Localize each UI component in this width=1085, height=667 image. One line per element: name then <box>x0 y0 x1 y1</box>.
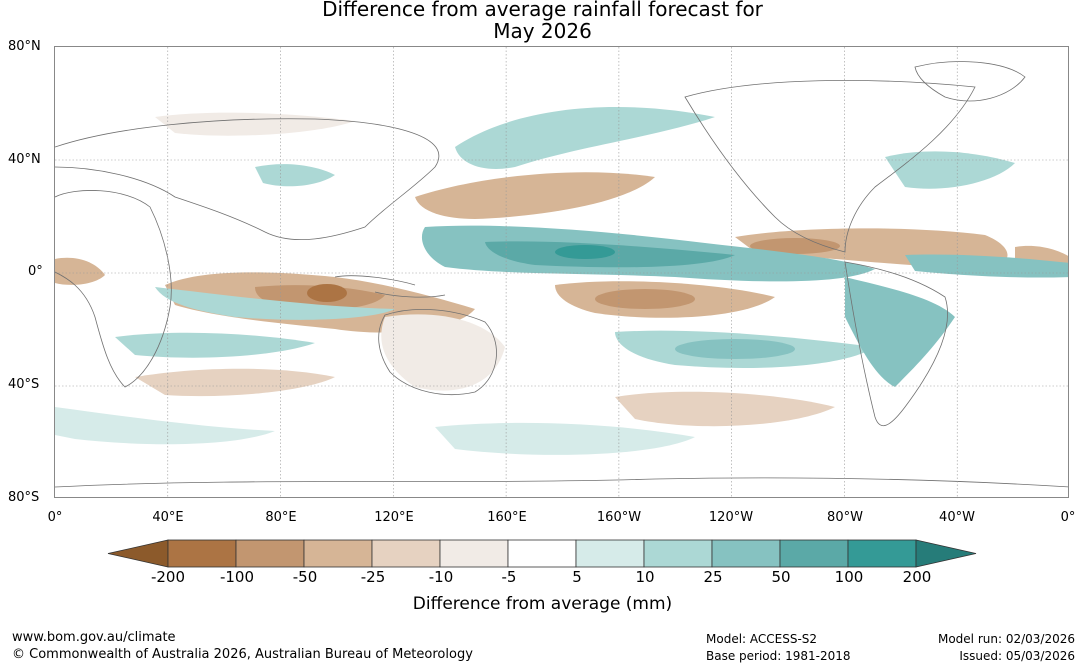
wetter-region-southern-ocean-1 <box>55 407 275 445</box>
footer-model: Model: ACCESS-S2 <box>706 632 818 646</box>
rainfall-anomaly-map <box>54 46 1069 498</box>
coastline-north-america <box>684 80 976 253</box>
coastline-eurasia <box>55 118 440 241</box>
colorbar-tick-label: -200 <box>150 568 186 586</box>
coastline-australia <box>378 309 497 395</box>
footer-base-period: Base period: 1981-2018 <box>706 649 851 663</box>
lat-label-equator: 0° <box>28 264 43 279</box>
colorbar-cell <box>711 539 781 568</box>
graticule <box>55 47 1068 497</box>
drier-core-south-pacific <box>595 289 695 309</box>
colorbar-cell <box>847 539 917 568</box>
colorbar-cell <box>439 539 509 568</box>
wetter-region-indian-ocean-south <box>155 287 395 320</box>
wetter-core-west-pacific <box>555 245 615 259</box>
coastline-greenland <box>914 61 1026 102</box>
colorbar-cell <box>235 539 305 568</box>
colorbar-title: Difference from average (mm) <box>412 594 673 614</box>
lon-label-120e: 120°E <box>374 510 414 525</box>
drier-region-west-africa <box>55 257 105 285</box>
footer-issued: Issued: 05/03/2026 <box>959 649 1075 663</box>
wetter-core-spcz <box>675 339 795 359</box>
lon-label-40e: 40°E <box>152 510 184 525</box>
colorbar-cell <box>507 539 577 568</box>
lat-label-40n: 40°N <box>8 152 41 167</box>
colorbar-tick-label: -25 <box>360 568 386 586</box>
wetter-region-atlantic-itcz <box>905 254 1068 278</box>
colorbar-extension-low <box>107 539 169 568</box>
lon-label-0-right: 0° <box>1060 510 1076 525</box>
colorbar-cell <box>371 539 441 568</box>
wetter-regions <box>55 107 1068 455</box>
colorbar <box>107 539 977 568</box>
lat-label-80s: 80°S <box>8 490 40 505</box>
chart-title-line-1: Difference from average rainfall forecas… <box>322 0 763 21</box>
drier-region-north-pacific <box>415 172 655 219</box>
drier-region-siberia <box>155 112 355 136</box>
drier-region-australia <box>381 314 505 391</box>
drier-core-caribbean <box>750 238 840 254</box>
colorbar-extension-high <box>915 539 977 568</box>
lon-label-0-left: 0° <box>47 510 63 525</box>
coastline-south-america <box>844 261 948 427</box>
colorbar-tick-label: 50 <box>771 568 791 586</box>
wetter-region-south-indian-band <box>115 332 315 358</box>
lon-label-160w: 160°W <box>596 510 642 525</box>
map-canvas <box>55 47 1068 497</box>
wetter-region-southern-ocean-2 <box>435 422 695 455</box>
wetter-region-south-america <box>845 277 955 387</box>
lon-label-160e: 160°E <box>487 510 527 525</box>
drier-regions <box>55 112 1068 427</box>
wetter-region-tibet <box>255 164 335 187</box>
wetter-region-north-atlantic <box>885 151 1015 189</box>
footer-copyright: © Commonwealth of Australia 2026, Austra… <box>12 647 473 662</box>
coastlines <box>55 61 1068 488</box>
colorbar-tick-label: 10 <box>635 568 655 586</box>
coastline-antarctica <box>55 477 1068 488</box>
colorbar-tick-label: -5 <box>501 568 517 586</box>
lon-label-120w: 120°W <box>708 510 754 525</box>
lon-label-80w: 80°W <box>827 510 863 525</box>
lat-label-40s: 40°S <box>8 377 40 392</box>
colorbar-cell <box>167 539 237 568</box>
coastline-indonesia <box>334 275 446 298</box>
wetter-region-north-pacific <box>455 107 715 169</box>
drier-region-south-indian <box>135 368 335 397</box>
lat-label-80n: 80°N <box>8 39 41 54</box>
colorbar-tick-label: 100 <box>834 568 864 586</box>
colorbar-tick-label: 200 <box>902 568 932 586</box>
colorbar-cell <box>779 539 849 568</box>
drier-core-sumatra <box>307 284 347 302</box>
lon-label-40w: 40°W <box>939 510 975 525</box>
colorbar-cell <box>575 539 645 568</box>
colorbar-cell <box>643 539 713 568</box>
footer-model-run: Model run: 02/03/2026 <box>937 632 1075 646</box>
colorbar-tick-label: -10 <box>428 568 454 586</box>
coastline-africa <box>55 190 172 388</box>
drier-region-southern-ocean <box>615 391 835 427</box>
colorbar-cell <box>303 539 373 568</box>
colorbar-tick-label: -50 <box>292 568 318 586</box>
colorbar-tick-label: 5 <box>572 568 582 586</box>
lon-label-80e: 80°E <box>265 510 297 525</box>
chart-title-line-2: May 2026 <box>493 19 592 43</box>
footer-website: www.bom.gov.au/climate <box>12 630 176 645</box>
colorbar-tick-label: 25 <box>703 568 723 586</box>
colorbar-tick-label: -100 <box>219 568 255 586</box>
